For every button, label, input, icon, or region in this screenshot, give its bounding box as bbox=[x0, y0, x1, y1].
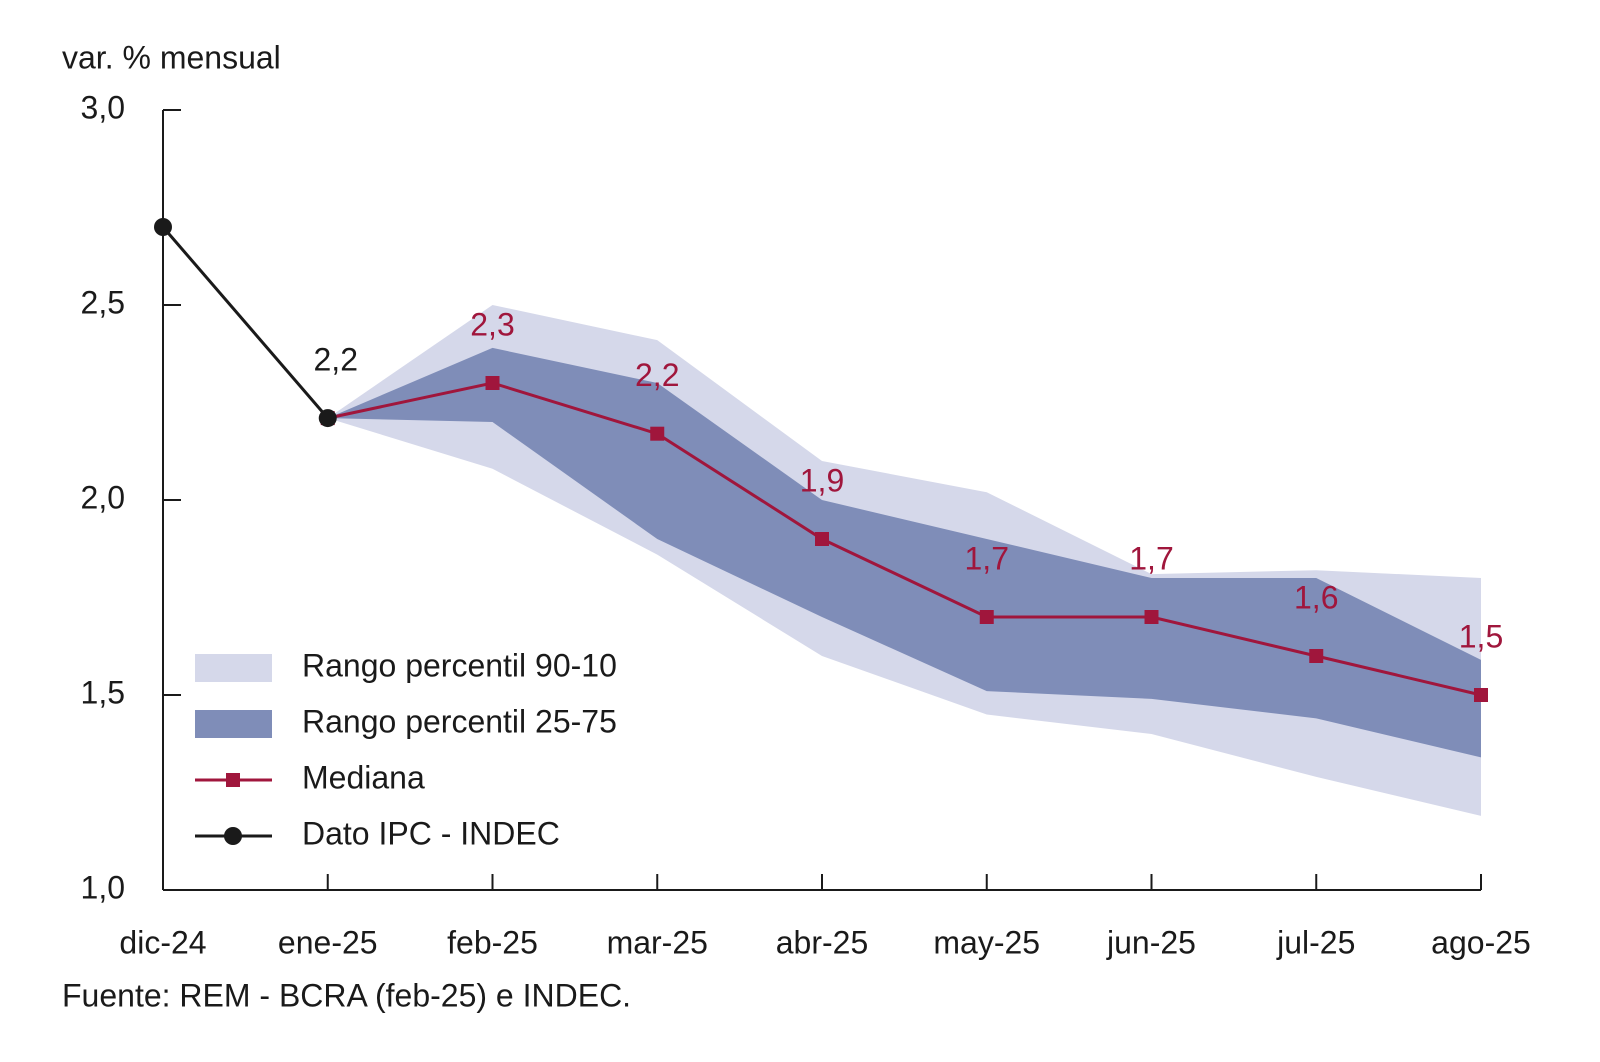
point-marker bbox=[1474, 688, 1488, 702]
legend-label: Mediana bbox=[302, 759, 425, 795]
series-line bbox=[161, 226, 329, 420]
legend-marker bbox=[226, 773, 240, 787]
y-tick-label: 3,0 bbox=[81, 89, 125, 125]
x-tick-label: jun-25 bbox=[1106, 924, 1196, 960]
y-tick-label: 2,0 bbox=[81, 479, 125, 515]
x-tick-label: ene-25 bbox=[278, 924, 378, 960]
x-tick-label: dic-24 bbox=[119, 924, 206, 960]
point-marker bbox=[650, 426, 665, 441]
legend-label: Rango percentil 25-75 bbox=[302, 703, 617, 739]
source-note: Fuente: REM - BCRA (feb-25) e INDEC. bbox=[62, 977, 631, 1013]
x-tick-label: may-25 bbox=[933, 924, 1040, 960]
data-label: 1,6 bbox=[1294, 579, 1338, 615]
legend-swatch bbox=[195, 654, 272, 682]
point-marker bbox=[979, 610, 994, 624]
legend-label: Rango percentil 90-10 bbox=[302, 647, 617, 683]
percentile-band bbox=[327, 347, 1481, 758]
data-label: 1,9 bbox=[800, 462, 844, 498]
x-tick-label: mar-25 bbox=[607, 924, 708, 960]
point-marker bbox=[815, 532, 829, 546]
y-axis-label: var. % mensual bbox=[62, 39, 281, 75]
point-marker bbox=[485, 376, 500, 390]
y-tick-label: 1,0 bbox=[81, 869, 125, 905]
point-marker bbox=[1309, 649, 1324, 663]
y-tick-label: 1,5 bbox=[81, 674, 125, 710]
point-marker bbox=[318, 409, 337, 428]
x-tick-label: abr-25 bbox=[776, 924, 869, 960]
y-tick-label: 2,5 bbox=[81, 284, 125, 320]
x-tick-label: ago-25 bbox=[1431, 924, 1531, 960]
legend-label: Dato IPC - INDEC bbox=[302, 815, 560, 851]
data-label: 2,2 bbox=[635, 357, 679, 393]
legend-marker bbox=[224, 827, 242, 845]
x-tick-label: feb-25 bbox=[447, 924, 538, 960]
data-label: 2,3 bbox=[470, 306, 514, 342]
data-label: 1,7 bbox=[1129, 540, 1173, 576]
series-line bbox=[327, 381, 1482, 697]
legend-swatch bbox=[195, 710, 272, 738]
x-tick-label: jul-25 bbox=[1276, 924, 1355, 960]
data-label: 2,2 bbox=[314, 342, 358, 378]
data-label: 1,7 bbox=[965, 540, 1009, 576]
point-marker bbox=[1144, 610, 1159, 624]
data-label: 1,5 bbox=[1459, 618, 1503, 654]
